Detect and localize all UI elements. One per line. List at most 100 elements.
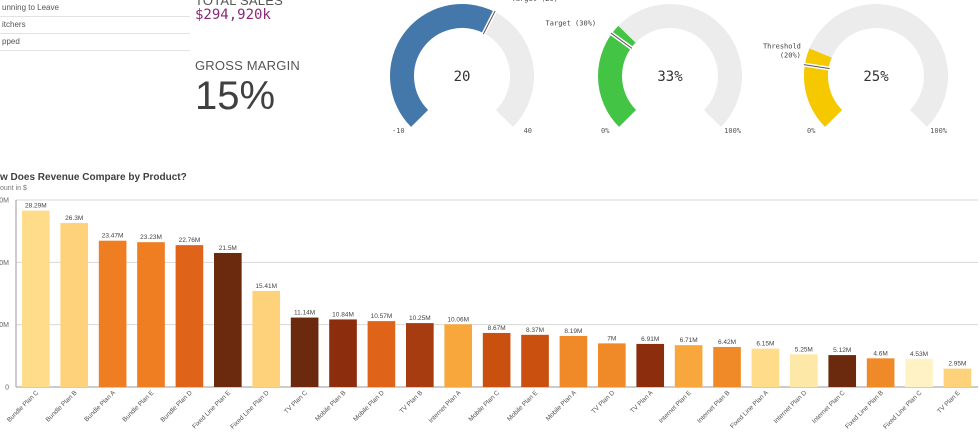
category-label: TV Plan D [590,389,616,415]
list-item[interactable]: pped [0,34,190,51]
bar-data-label: 11.14M [294,310,315,317]
category-label: Mobile Plan A [545,389,579,423]
bar[interactable] [214,252,242,387]
bar-data-label: 10.25M [409,315,431,322]
category-label: Internet Plan A [428,389,464,425]
category-label: Bundle Plan E [121,389,156,424]
bar-data-label: 5.12M [833,347,851,354]
bar-data-label: 7M [607,335,616,342]
gauge-min-label: 0% [807,127,816,135]
bar-data-label: 15.41M [255,283,277,290]
bar[interactable] [713,346,741,387]
gross-margin-value: 15% [195,74,276,118]
category-label: Internet Plan C [811,389,847,425]
bar-data-label: 22.76M [179,237,201,244]
gauge-min-label: 0% [601,127,610,135]
bar[interactable] [252,290,281,387]
gauge-value-arc [390,4,495,127]
y-tick-label: 0M [0,322,9,329]
bar[interactable] [521,334,549,387]
bar-data-label: 28.29M [25,203,47,210]
bar-data-label: 8.19M [564,328,582,335]
gauge-target-label: (20%) [780,51,801,59]
bar-data-label: 8.37M [526,327,544,334]
gauge-target-marker [803,64,830,70]
gross-margin-title: GROSS MARGIN [195,58,300,73]
bar[interactable] [406,323,434,387]
gauge-value-label: 20 [454,69,471,85]
bar-data-label: 10.57M [371,313,393,320]
bar-data-label: 10.84M [332,311,354,318]
bar[interactable] [866,358,895,387]
y-tick-label: 0 [5,385,9,392]
category-label: Fixed Line Plan E [191,389,232,430]
bar[interactable] [790,354,818,387]
list-item[interactable]: itchers [0,17,190,34]
gauge-threshold-20: 25% 0% 100% Threshold(20%) [763,4,948,135]
gauge-target-marker [482,10,496,35]
category-label: Mobile Plan B [314,389,347,422]
category-label: Internet Plan D [773,389,809,425]
category-label: Mobile Plan C [467,389,501,423]
total-sales-value: $294,920k [195,7,271,23]
bar[interactable] [367,321,396,387]
bar[interactable] [674,345,703,387]
bar[interactable] [175,245,204,387]
category-label: Internet Plan E [658,389,694,425]
category-label: Mobile Plan D [352,389,386,423]
bar-data-label: 8.67M [488,325,506,332]
gauge-value-arc [598,25,637,127]
total-sales-title: TOTAL SALES [195,0,283,8]
gauge-target-label: Target (20) [512,0,558,3]
bar[interactable] [98,240,127,387]
filter-list: unning to Leave itchers pped [0,0,190,51]
category-label: Bundle Plan C [6,389,41,424]
category-label: TV Plan A [629,389,655,415]
bar[interactable] [22,210,50,387]
bar-data-label: 10.06M [447,316,469,323]
bar-data-label: 23.47M [102,233,124,240]
gauge-max-label: 100% [930,127,948,135]
bar-data-label: 6.42M [718,339,736,346]
chart-subtitle: ount in $ [0,185,27,192]
bar[interactable] [828,355,857,387]
bar[interactable] [751,348,780,387]
list-item[interactable]: unning to Leave [0,0,190,17]
bar[interactable] [137,242,165,387]
bar-data-label: 2.95M [948,361,966,368]
bar-data-label: 21.5M [219,245,237,252]
category-label: Mobile Plan E [506,389,540,423]
gauge-target-label: Threshold [763,42,801,50]
bar[interactable] [905,358,933,387]
bar-data-label: 4.53M [910,351,928,358]
category-label: Internet Plan B [696,389,731,424]
gauge-row: 20 -10 40 Target (20) 33% 0% 100% Target (30%)… [390,0,948,135]
y-tick-label: 0M [0,260,9,267]
bar-data-label: 6.71M [680,337,698,344]
gauge-target-marker [610,32,633,49]
category-label: TV Plan B [399,389,425,415]
bar[interactable] [943,368,972,387]
category-label: Bundle Plan A [83,389,117,423]
bar[interactable] [290,317,319,387]
gauge-value-arc [804,48,843,127]
revenue-bar-chart: 0 0M 0M 0M 28.29M Bundle Plan C 26.3M Bundle Pl… [0,198,978,431]
gauge-value-label: 33% [657,69,683,85]
bar[interactable] [444,324,473,387]
bar[interactable] [636,343,665,387]
bar-data-label: 4.6M [873,350,887,357]
gauge-max-label: 40 [524,127,532,135]
bar[interactable] [482,332,511,387]
bar[interactable] [598,343,626,387]
gauge-value-label: 25% [863,69,889,85]
bar[interactable] [329,319,357,387]
category-label: Fixed Line Plan D [229,389,270,430]
gauge-target-30: 33% 0% 100% Target (30%) [546,4,742,135]
bar[interactable] [60,223,89,387]
category-label: TV Plan E [936,389,962,415]
chart-title: w Does Revenue Compare by Product? [0,172,187,183]
bar[interactable] [559,335,588,387]
category-label: Bundle Plan D [159,389,194,424]
gauge-target-20: 20 -10 40 Target (20) [390,0,558,135]
bar-data-label: 6.15M [756,341,774,348]
